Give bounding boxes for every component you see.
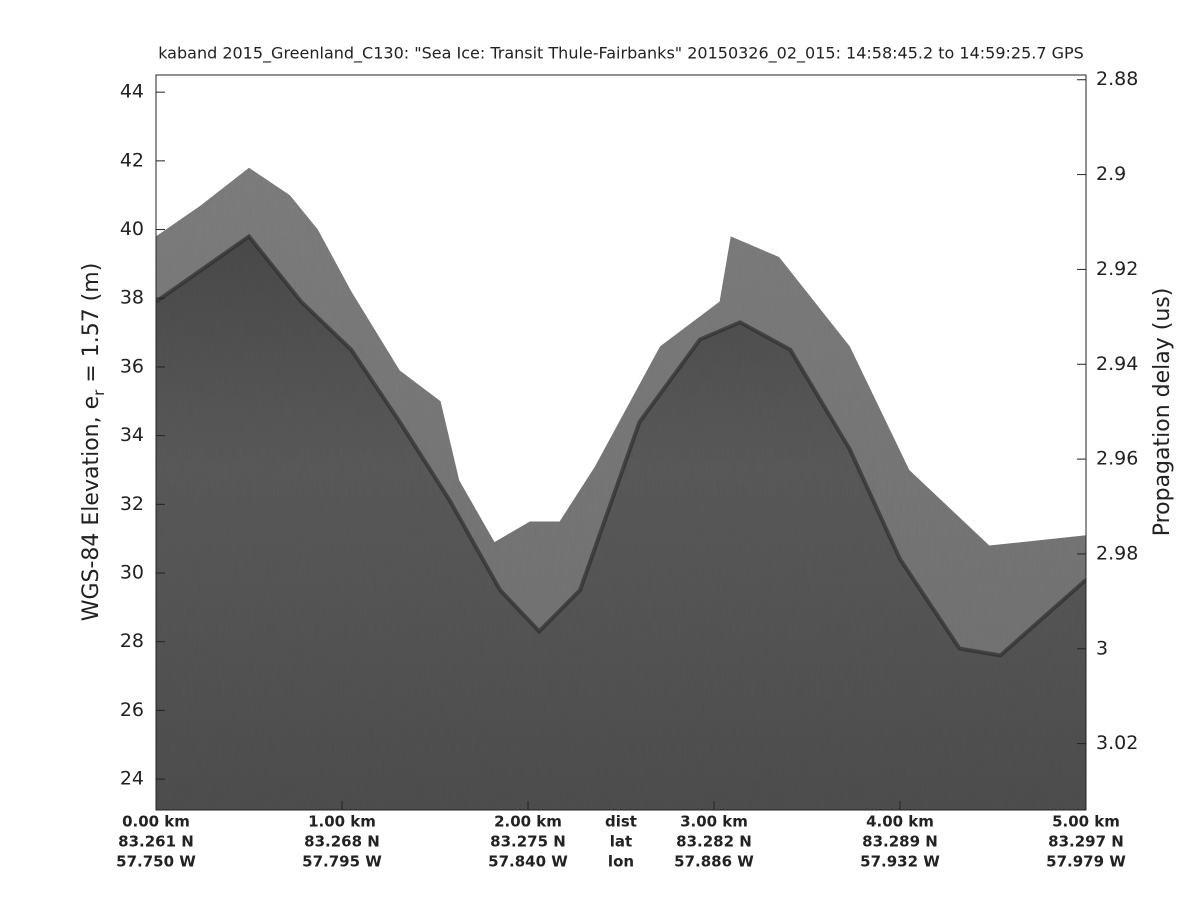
y2-tick-label: 3.02 (1096, 732, 1138, 754)
y2-axis-label: Propagation delay (us) (1150, 288, 1175, 537)
y2-tick-label: 2.98 (1096, 542, 1138, 564)
lon-label: 57.932 W (860, 853, 940, 871)
row-label: lat (610, 833, 632, 851)
y-tick-label: 38 (120, 287, 144, 309)
x-tick-label: 4.00 km (866, 813, 934, 831)
y-tick-label: 42 (120, 149, 144, 171)
lon-label: 57.840 W (488, 853, 568, 871)
x-tick-label: 5.00 km (1052, 813, 1120, 831)
y-tick-label: 36 (120, 355, 144, 377)
lon-label: 57.979 W (1046, 853, 1126, 871)
y-tick-label: 28 (120, 630, 144, 652)
row-label: lon (608, 853, 634, 871)
lat-label: 83.268 N (304, 833, 380, 851)
x-tick-label: 0.00 km (122, 813, 190, 831)
y2-tick-label: 2.96 (1096, 448, 1138, 470)
chart-title: kaband 2015_Greenland_C130: "Sea Ice: Tr… (158, 44, 1084, 64)
lon-label: 57.795 W (302, 853, 382, 871)
y-tick-label: 30 (120, 562, 144, 584)
x-tick-label: 2.00 km (494, 813, 562, 831)
y-axis-label: WGS-84 Elevation, er = 1.57 (m) (79, 263, 108, 622)
x-tick-label: 3.00 km (680, 813, 748, 831)
y2-tick-label: 2.88 (1096, 68, 1138, 90)
y-tick-label: 32 (120, 493, 144, 515)
y-tick-label: 34 (120, 424, 144, 446)
echo-layer (156, 236, 1086, 810)
plot-frame (155, 74, 1087, 811)
lat-label: 83.282 N (676, 833, 752, 851)
y-tick-label: 40 (120, 218, 144, 240)
y-tick-label: 26 (120, 699, 144, 721)
y2-tick-label: 2.92 (1096, 258, 1138, 280)
y2-tick-label: 3 (1096, 637, 1108, 659)
surface-line (156, 233, 1086, 658)
y2-tick-label: 2.9 (1096, 163, 1126, 185)
x-tick-label: 1.00 km (308, 813, 376, 831)
lon-label: 57.886 W (674, 853, 754, 871)
lat-label: 83.297 N (1048, 833, 1124, 851)
y2-tick-label: 2.94 (1096, 353, 1138, 375)
y-tick-label: 24 (120, 768, 144, 790)
plot-area (156, 75, 1086, 810)
lat-label: 83.261 N (118, 833, 194, 851)
lat-label: 83.289 N (862, 833, 938, 851)
y-tick-label: 44 (120, 81, 144, 103)
row-label: dist (605, 813, 637, 831)
lon-label: 57.750 W (116, 853, 196, 871)
lat-label: 83.275 N (490, 833, 566, 851)
